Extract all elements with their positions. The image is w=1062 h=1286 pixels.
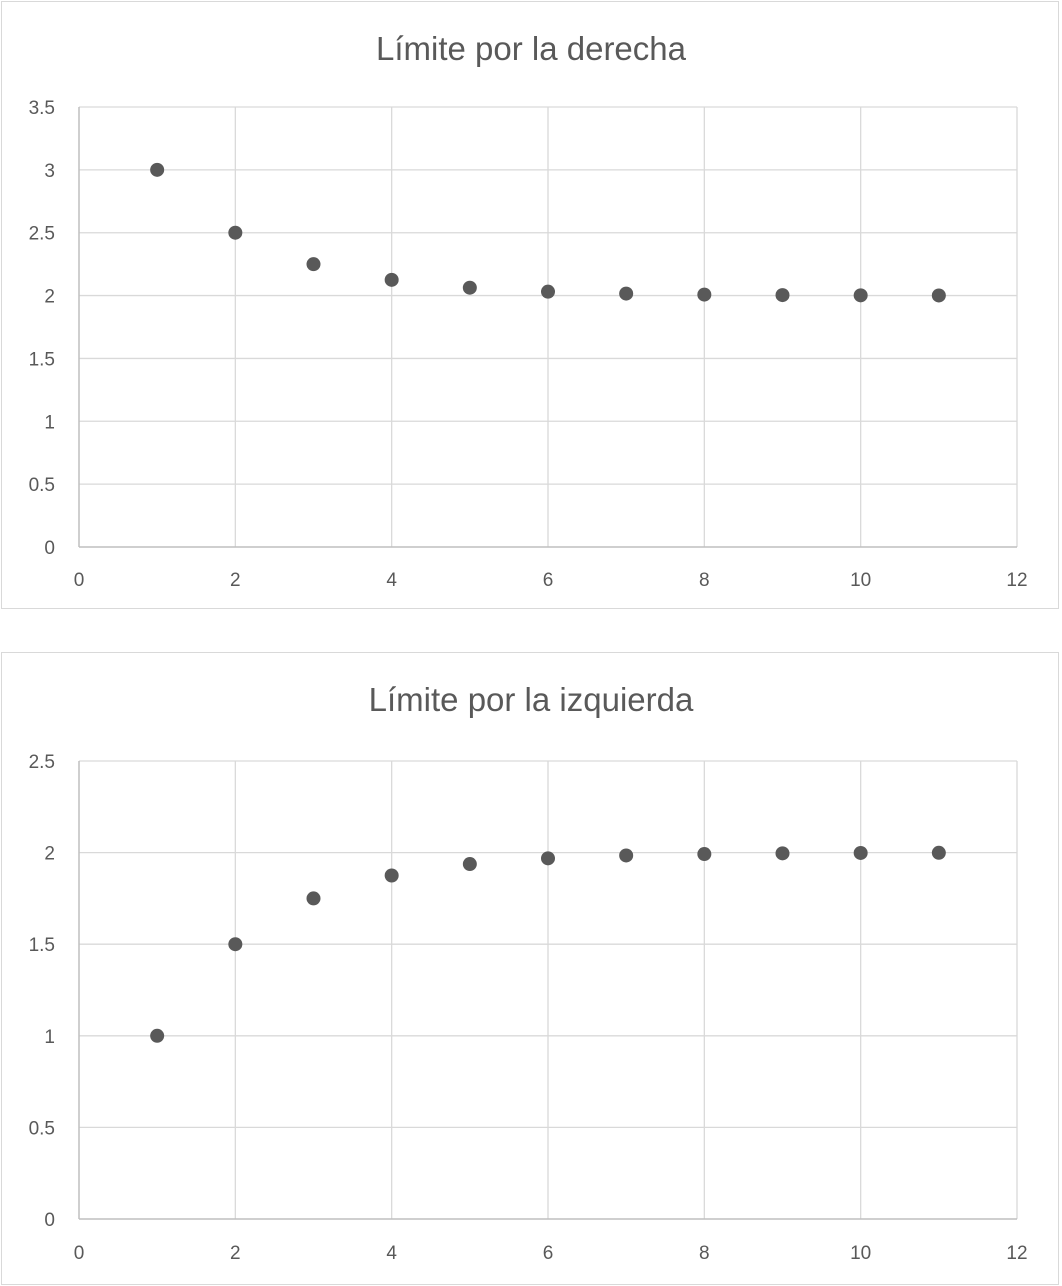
- x-tick-label: 12: [1006, 1243, 1027, 1264]
- data-point: [462, 857, 477, 872]
- data-point: [697, 287, 712, 302]
- data-point: [228, 937, 243, 952]
- data-point: [541, 284, 555, 299]
- y-tick-labels: 0 0.5 1 1.5 2 2.5 3 3.5: [29, 98, 55, 559]
- y-tick-label: 0.5: [29, 475, 55, 496]
- chart-limite-izquierda: Límite por la izquierda 0 0.5 1 1.5 2 2.5 0 2 4…: [1, 652, 1059, 1285]
- x-tick-labels: 0 2 4 6 8 10 12: [74, 570, 1028, 591]
- chart-limite-derecha-plot: Límite por la derecha 0 0.5 1 1.5 2 2.5 3 3.5 0…: [29, 30, 1028, 591]
- x-tick-label: 6: [543, 1243, 554, 1264]
- x-tick-label: 8: [699, 570, 710, 591]
- axes: [78, 107, 1017, 548]
- gridlines: [79, 106, 1018, 547]
- data-point: [619, 848, 634, 863]
- x-tick-label: 0: [74, 570, 85, 591]
- data-point: [619, 286, 634, 301]
- data-point: [306, 257, 321, 272]
- data-point: [775, 288, 790, 303]
- y-tick-label: 1.5: [29, 935, 55, 956]
- y-tick-labels: 0 0.5 1 1.5 2 2.5: [29, 752, 55, 1231]
- x-tick-label: 10: [850, 1243, 871, 1264]
- data-point: [384, 272, 399, 287]
- x-tick-labels: 0 2 4 6 8 10 12: [74, 1243, 1028, 1264]
- y-tick-label: 2.5: [29, 752, 55, 773]
- data-point: [384, 868, 399, 883]
- y-tick-label: 0: [44, 1210, 55, 1231]
- data-point: [853, 288, 868, 303]
- chart-title: Límite por la derecha: [376, 30, 687, 67]
- x-tick-label: 2: [230, 1243, 241, 1264]
- data-point: [150, 162, 165, 177]
- x-tick-label: 12: [1006, 570, 1027, 591]
- chart-title: Límite por la izquierda: [369, 681, 694, 718]
- chart-limite-derecha: Límite por la derecha 0 0.5 1 1.5 2 2.5 3 3.5 0…: [1, 1, 1059, 609]
- y-tick-label: 0.5: [29, 1118, 55, 1139]
- data-point: [931, 288, 946, 303]
- data-point: [697, 847, 712, 862]
- x-tick-label: 2: [230, 570, 241, 591]
- data-point: [775, 846, 790, 861]
- data-point: [462, 280, 477, 295]
- data-point: [228, 225, 243, 240]
- y-tick-label: 2: [44, 844, 55, 865]
- axes: [78, 761, 1017, 1220]
- y-tick-label: 1: [44, 412, 55, 433]
- x-tick-label: 6: [543, 570, 554, 591]
- gridlines: [79, 760, 1018, 1219]
- x-tick-label: 10: [850, 570, 871, 591]
- data-point: [853, 845, 868, 860]
- x-tick-label: 8: [699, 1243, 710, 1264]
- y-tick-label: 1: [44, 1027, 55, 1048]
- x-tick-label: 4: [386, 1243, 397, 1264]
- y-tick-label: 3: [44, 161, 55, 182]
- y-tick-label: 2: [44, 287, 55, 308]
- data-points: [150, 162, 946, 303]
- x-tick-label: 0: [74, 1243, 85, 1264]
- x-tick-label: 4: [386, 570, 397, 591]
- data-point: [931, 845, 946, 860]
- chart-limite-izquierda-plot: Límite por la izquierda 0 0.5 1 1.5 2 2.5 0 2 4…: [29, 681, 1028, 1264]
- data-points: [150, 845, 946, 1043]
- y-tick-label: 0: [44, 538, 55, 559]
- data-point: [541, 851, 555, 866]
- data-point: [150, 1028, 165, 1043]
- data-point: [306, 891, 321, 906]
- y-tick-label: 3.5: [29, 98, 55, 119]
- y-tick-label: 2.5: [29, 224, 55, 245]
- y-tick-label: 1.5: [29, 349, 55, 370]
